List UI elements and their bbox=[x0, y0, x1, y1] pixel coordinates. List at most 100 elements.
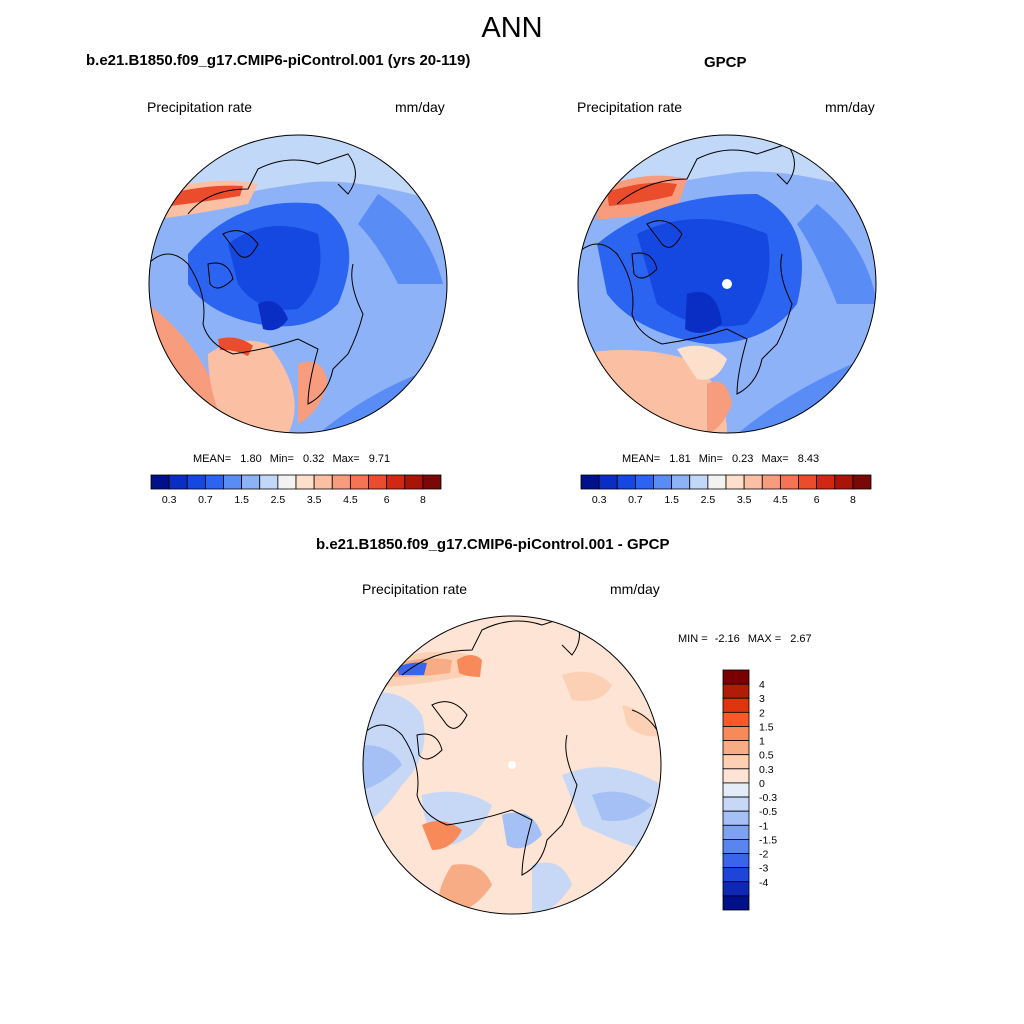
panel2-colorbar-tick-label: 1.5 bbox=[664, 494, 679, 506]
panel2-colorbar-swatch bbox=[834, 474, 854, 490]
panel3-colorbar-swatch bbox=[722, 867, 750, 883]
panel2-max-value: 8.43 bbox=[797, 453, 820, 465]
panel3-colorbar-swatch bbox=[722, 853, 750, 869]
panel3-colorbar-tick-label: 0 bbox=[759, 778, 765, 790]
panel2-mean-value: 1.81 bbox=[669, 453, 691, 465]
panel2-colorbar-tick-label: 2.5 bbox=[701, 494, 716, 506]
panel3-polar-map bbox=[362, 615, 662, 915]
panel1-colorbar-swatch bbox=[223, 474, 243, 490]
panel2-colorbar-swatch bbox=[798, 474, 818, 490]
panel2-variable-label: Precipitation rate bbox=[577, 99, 683, 115]
panel3-max-label: MAX = bbox=[747, 633, 782, 645]
panel1-variable-label: Precipitation rate bbox=[147, 99, 253, 115]
panel2-colorbar-swatch bbox=[743, 474, 763, 490]
panel3-variable-label: Precipitation rate bbox=[362, 581, 468, 597]
panel2-colorbar-swatch bbox=[598, 474, 618, 490]
panel3-colorbar-swatch bbox=[722, 669, 750, 685]
panel3-colorbar-swatch bbox=[722, 740, 750, 756]
panel2-colorbar-swatch bbox=[671, 474, 691, 490]
panel1-colorbar-tick-label: 0.7 bbox=[198, 494, 213, 506]
panel3-colorbar-tick-label: -1.5 bbox=[759, 834, 777, 846]
panel2-colorbar-swatch bbox=[816, 474, 836, 490]
panel1-colorbar-tick-label: 3.5 bbox=[307, 494, 322, 506]
panel1-mean-value: 1.80 bbox=[240, 453, 262, 465]
panel2-colorbar-tick-label: 6 bbox=[814, 494, 820, 506]
panel2-title: GPCP bbox=[704, 54, 747, 71]
panel1-max-value: 9.71 bbox=[368, 453, 391, 465]
panel1-colorbar-swatch bbox=[331, 474, 351, 490]
panel3-colorbar-tick-label: -1 bbox=[759, 820, 768, 832]
panel3-colorbar-swatch bbox=[722, 697, 750, 713]
panel2-colorbar-tick-label: 0.3 bbox=[592, 494, 607, 506]
panel2-colorbar-swatch bbox=[761, 474, 781, 490]
panel2-max-label: Max= bbox=[761, 453, 789, 465]
panel1-colorbar-swatch bbox=[349, 474, 369, 490]
panel3-colorbar-swatch bbox=[722, 754, 750, 770]
panel3-colorbar-tick-label: -0.3 bbox=[759, 792, 777, 804]
panel3-max-value: 2.67 bbox=[790, 633, 812, 645]
panel3-colorbar-swatch bbox=[722, 768, 750, 784]
panel3-colorbar-swatch bbox=[722, 810, 750, 826]
panel3-colorbar-swatch bbox=[722, 881, 750, 897]
panel1-colorbar-tick-label: 0.3 bbox=[162, 494, 177, 506]
panel3-min-label: MIN = bbox=[678, 633, 708, 645]
panel1-colorbar-swatch bbox=[313, 474, 333, 490]
panel1-colorbar-swatch bbox=[186, 474, 206, 490]
panel2-colorbar-swatch bbox=[707, 474, 727, 490]
panel3-colorbar-tick-label: -2 bbox=[759, 849, 768, 861]
panel2-colorbar-tick-label: 0.7 bbox=[628, 494, 643, 506]
figure-title: ANN bbox=[481, 12, 543, 44]
panel3-colorbar-swatch bbox=[722, 726, 750, 741]
panel1-colorbar-swatch bbox=[259, 474, 279, 490]
panel3-colorbar-tick-label: -4 bbox=[759, 877, 768, 889]
panel1-colorbar-tick-label: 1.5 bbox=[234, 494, 249, 506]
panel1-min-label: Min= bbox=[269, 453, 294, 465]
panel1-colorbar-swatch bbox=[150, 474, 170, 490]
panel2-colorbar-tick-label: 3.5 bbox=[737, 494, 752, 506]
panel2-polar-map bbox=[577, 134, 877, 434]
panel3-title: b.e21.B1850.f09_g17.CMIP6-piControl.001 … bbox=[316, 536, 670, 553]
panel3-colorbar-tick-label: 3 bbox=[759, 693, 765, 705]
panel1-colorbar-swatch bbox=[295, 474, 315, 490]
panel3-colorbar-swatch bbox=[722, 824, 750, 840]
panel2-colorbar-swatch bbox=[725, 474, 745, 490]
panel2-colorbar: 0.3 0.7 1.5 2.5 3.5 4.5 6 8 bbox=[580, 474, 872, 506]
panel1-mean-label: MEAN= bbox=[193, 453, 232, 465]
panel1-title: b.e21.B1850.f09_g17.CMIP6-piControl.001 … bbox=[86, 52, 471, 69]
panel3-colorbar: 4 3 2 1.5 1 0.5 0.3 0 -0.3 -0.5 -1 -1.5 -2 -3 -4 bbox=[722, 669, 777, 911]
panel3-colorbar-tick-label: 1.5 bbox=[759, 721, 774, 733]
panel3-colorbar-swatch bbox=[722, 839, 750, 854]
panel1-colorbar-swatch bbox=[386, 474, 406, 490]
panel2-min-value: 0.23 bbox=[731, 453, 754, 465]
panel2-colorbar-swatch bbox=[779, 474, 799, 490]
panel1-units-label: mm/day bbox=[395, 99, 445, 115]
panel3-colorbar-tick-label: 0.3 bbox=[759, 764, 774, 776]
panel1-colorbar: 0.3 0.7 1.5 2.5 3.5 4.5 6 8 bbox=[150, 474, 442, 506]
panel1-colorbar-tick-label: 6 bbox=[384, 494, 390, 506]
panel3-colorbar-tick-label: 2 bbox=[759, 707, 765, 719]
panel3-colorbar-tick-label: -0.5 bbox=[759, 806, 777, 818]
panel2-colorbar-swatch bbox=[580, 474, 600, 490]
panel1-polar-map bbox=[148, 134, 448, 434]
panel2-colorbar-swatch bbox=[852, 474, 872, 490]
panel3-colorbar-swatch bbox=[722, 782, 750, 798]
panel2-colorbar-swatch bbox=[653, 474, 673, 490]
panel1-colorbar-tick-label: 4.5 bbox=[343, 494, 358, 506]
panel1-colorbar-swatch bbox=[241, 474, 261, 490]
panel3-colorbar-tick-label: -3 bbox=[759, 863, 768, 875]
panel3-colorbar-swatch bbox=[722, 895, 750, 911]
panel1-stats: MEAN= 1.80 Min= 0.32 Max= 9.71 bbox=[193, 453, 390, 465]
panel1-colorbar-swatch bbox=[277, 474, 297, 490]
panel2-colorbar-swatch bbox=[634, 474, 654, 490]
panel3-units-label: mm/day bbox=[610, 581, 660, 597]
panel2-mean-label: MEAN= bbox=[622, 453, 661, 465]
panel3-colorbar-tick-label: 4 bbox=[759, 679, 765, 691]
panel1-colorbar-swatch bbox=[404, 474, 424, 490]
panel2-colorbar-swatch bbox=[616, 474, 636, 490]
panel2-colorbar-swatch bbox=[689, 474, 709, 490]
panel2-units-label: mm/day bbox=[825, 99, 875, 115]
panel1-min-value: 0.32 bbox=[302, 453, 325, 465]
panel2-colorbar-tick-label: 8 bbox=[850, 494, 856, 506]
panel1-colorbar-swatch bbox=[422, 474, 442, 490]
panel1-colorbar-tick-label: 8 bbox=[420, 494, 426, 506]
